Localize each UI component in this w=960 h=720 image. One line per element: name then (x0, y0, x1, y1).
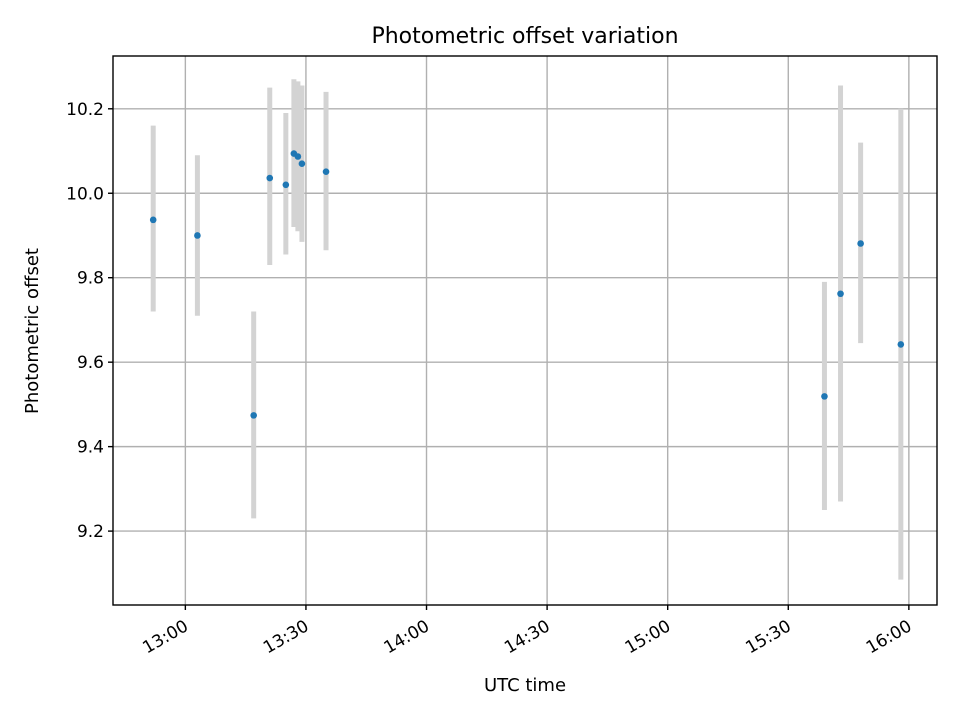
data-point (282, 181, 290, 189)
data-point (821, 393, 828, 400)
data-point (322, 168, 330, 176)
y-axis-label: Photometric offset (22, 248, 43, 414)
data-points (149, 150, 905, 419)
y-tick-label: 9.8 (77, 269, 104, 289)
y-tick-label: 10.2 (66, 100, 104, 120)
data-point (837, 290, 844, 298)
grid-lines (113, 56, 937, 605)
y-tick-label: 9.2 (77, 522, 104, 542)
x-axis-label: UTC time (484, 675, 566, 696)
data-point (266, 174, 274, 182)
y-tick-label: 9.4 (77, 438, 104, 458)
y-tick-label: 9.6 (77, 353, 104, 373)
data-point (194, 232, 201, 239)
data-point (897, 341, 905, 348)
y-tick-label: 10.0 (66, 184, 104, 204)
data-point (250, 412, 257, 419)
data-point (149, 216, 157, 224)
plot-frame (112, 55, 938, 606)
data-point (294, 153, 302, 160)
chart-title: Photometric offset variation (371, 24, 678, 49)
data-point (298, 160, 306, 167)
data-point (857, 240, 864, 247)
